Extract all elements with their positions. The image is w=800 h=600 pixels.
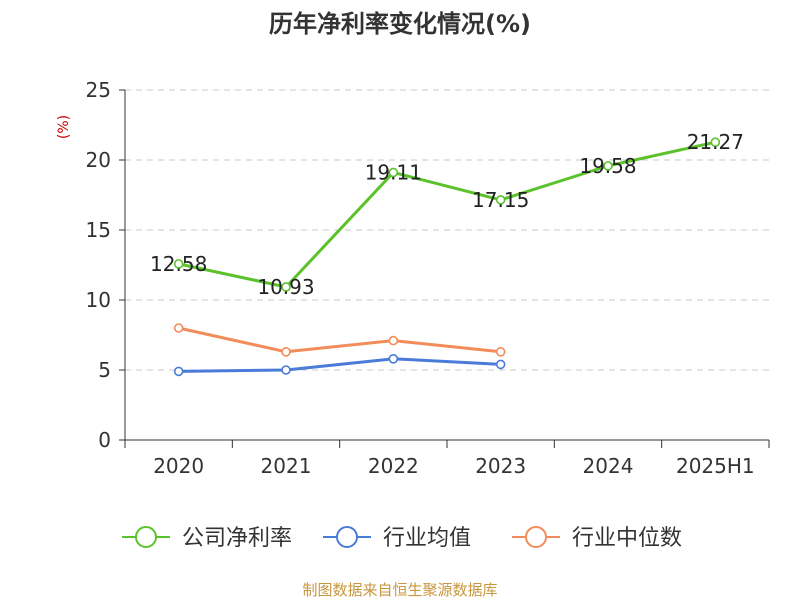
data-label: 19.11	[365, 160, 422, 184]
data-point	[173, 366, 184, 377]
legend: 公司净利率 行业均值 行业中位数	[122, 526, 682, 551]
data-label: 17.15	[472, 188, 529, 212]
data-point	[603, 161, 613, 171]
y-tick-label: 0	[98, 428, 111, 452]
data-label: 19.58	[579, 154, 636, 178]
x-tick-label: 2025H1	[676, 454, 755, 478]
legend-item[interactable]: 公司净利率	[122, 526, 292, 551]
legend-item[interactable]: 行业均值	[323, 526, 471, 551]
y-tick-label: 10	[86, 288, 111, 312]
series-line-2	[178, 326, 501, 354]
data-point	[281, 346, 291, 357]
data-point	[173, 323, 184, 333]
series-line-1	[178, 357, 501, 373]
series-line-0	[178, 140, 716, 289]
y-tick-label: 5	[98, 358, 111, 382]
x-tick-label: 2022	[368, 454, 419, 478]
data-point	[281, 282, 291, 292]
data-labels: 12.58 10.93 19.11 17.15 19.58 21.27	[150, 130, 744, 299]
x-tick-label: 2023	[475, 454, 526, 478]
legend-label: 行业均值	[383, 526, 471, 551]
chart-title: 历年净利率变化情况(%)	[269, 10, 531, 38]
y-tick-label: 25	[86, 78, 111, 102]
x-tick-label: 2021	[261, 454, 312, 478]
data-point	[388, 353, 399, 364]
data-label: 21.27	[687, 130, 744, 154]
data-point	[495, 195, 506, 205]
legend-item[interactable]: 行业中位数	[512, 526, 682, 551]
x-tick-label: 2020	[153, 454, 204, 478]
legend-swatch-marker	[135, 526, 157, 548]
x-tick-label: 2024	[583, 454, 634, 478]
data-label: 10.93	[257, 275, 314, 299]
grid-lines	[125, 89, 769, 371]
y-tick-label: 15	[86, 218, 111, 242]
data-point	[388, 167, 399, 178]
legend-swatch-marker	[525, 526, 547, 548]
data-point	[173, 259, 184, 269]
data-point	[710, 137, 721, 148]
data-label: 12.58	[150, 252, 207, 276]
legend-swatch-marker	[336, 526, 358, 548]
y-tick-label: 20	[86, 148, 111, 172]
legend-label: 公司净利率	[182, 526, 292, 551]
data-point	[388, 335, 399, 346]
legend-label: 行业中位数	[572, 526, 682, 551]
axes: 0 5 10 15 20 25 2020 2021 2022 2023 2024 2025H1	[86, 78, 770, 478]
source-note: 制图数据来自恒生聚源数据库	[302, 581, 497, 599]
series-lines	[173, 137, 721, 377]
y-axis-label: (%)	[56, 115, 72, 139]
data-point	[495, 359, 506, 370]
data-point	[281, 365, 291, 375]
data-point	[495, 346, 506, 357]
